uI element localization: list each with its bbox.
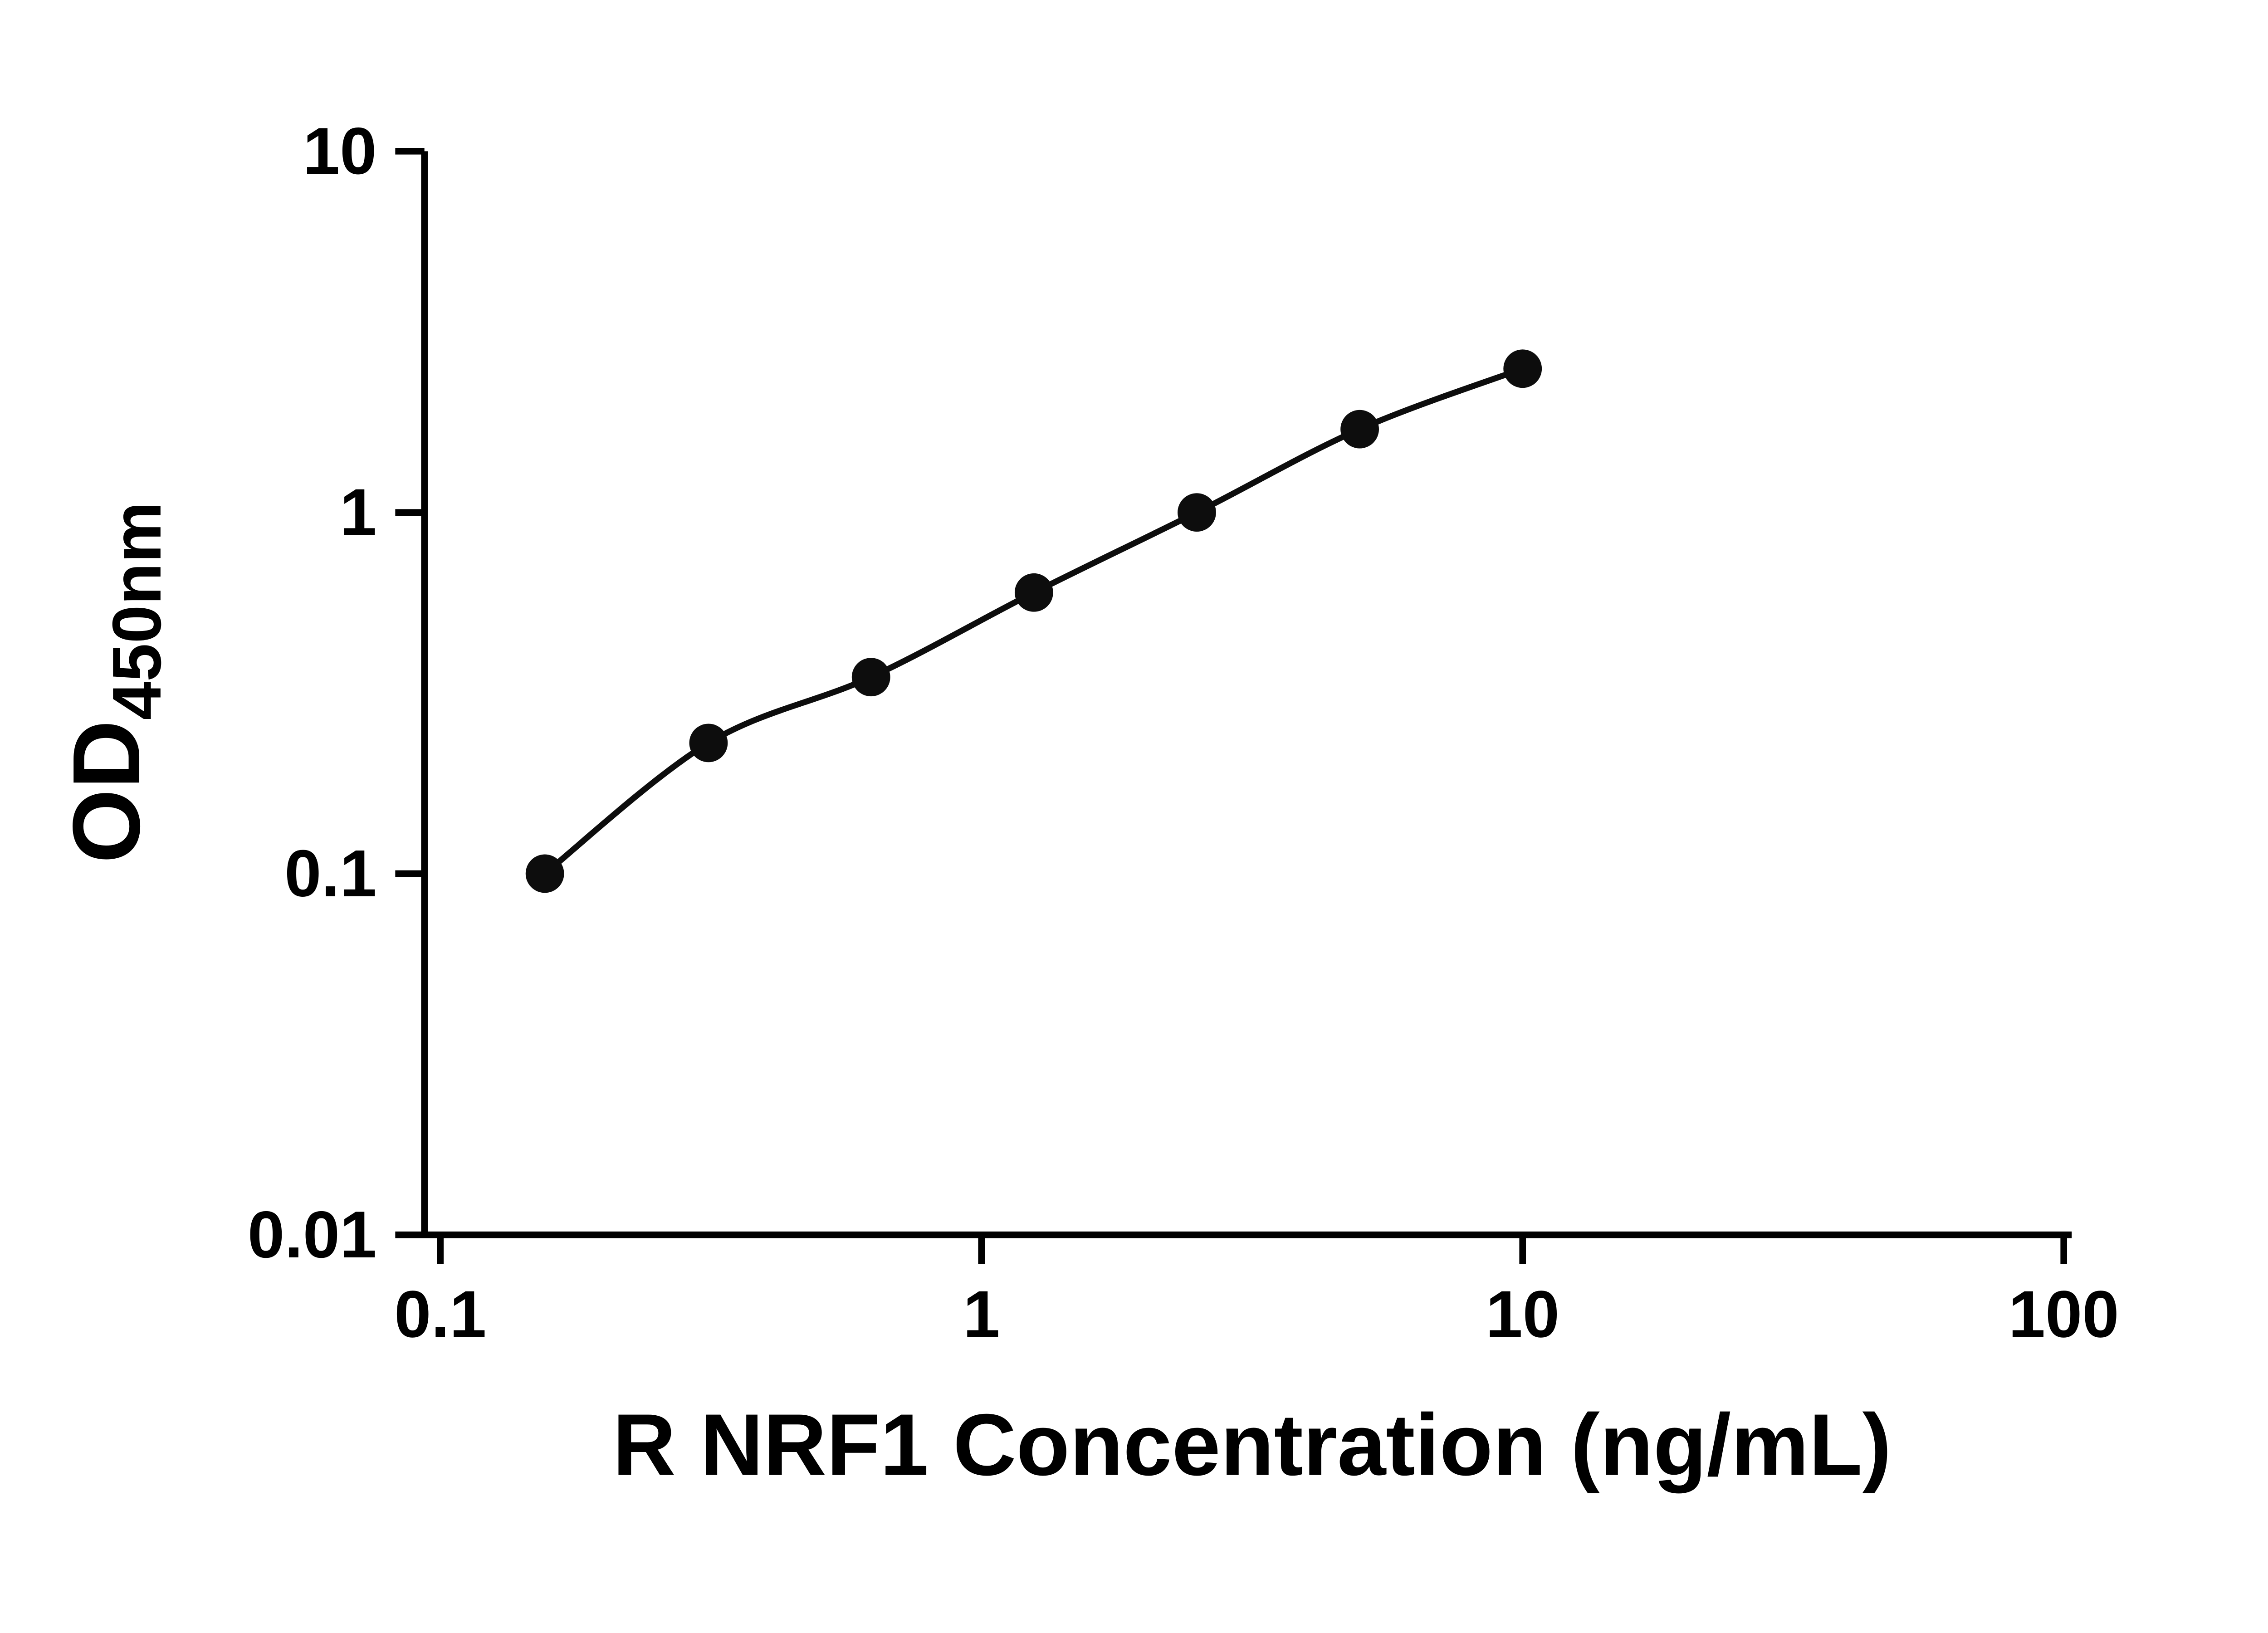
data-point: [1014, 573, 1053, 612]
x-tick-label: 0.1: [394, 1277, 486, 1351]
y-axis-title: OD450nm: [53, 502, 176, 864]
x-tick-label: 1: [963, 1277, 1000, 1351]
x-tick-label: 10: [1486, 1277, 1559, 1351]
y-tick-label: 0.01: [248, 1198, 377, 1271]
x-tick-label: 100: [2009, 1277, 2119, 1351]
data-point: [689, 724, 728, 763]
data-point: [851, 658, 890, 697]
fit-curve: [543, 366, 1524, 876]
y-tick-label: 1: [340, 475, 376, 549]
data-point: [525, 854, 564, 893]
x-axis-title: R NRF1 Concentration (ng/mL): [613, 1395, 1892, 1493]
data-point: [1178, 493, 1216, 532]
elisa-standard-curve-figure: 0.1 1 10 100 0.01 0.1 1 10 R NRF1 Concentration …: [53, 114, 2119, 1494]
data-point: [1340, 410, 1379, 449]
y-axis-title-subscript: 450nm: [98, 502, 176, 720]
y-axis-title-main: OD: [53, 720, 160, 863]
y-tick-label: 10: [303, 114, 377, 188]
y-tick-label: 0.1: [284, 836, 376, 910]
data-point: [1503, 349, 1542, 388]
